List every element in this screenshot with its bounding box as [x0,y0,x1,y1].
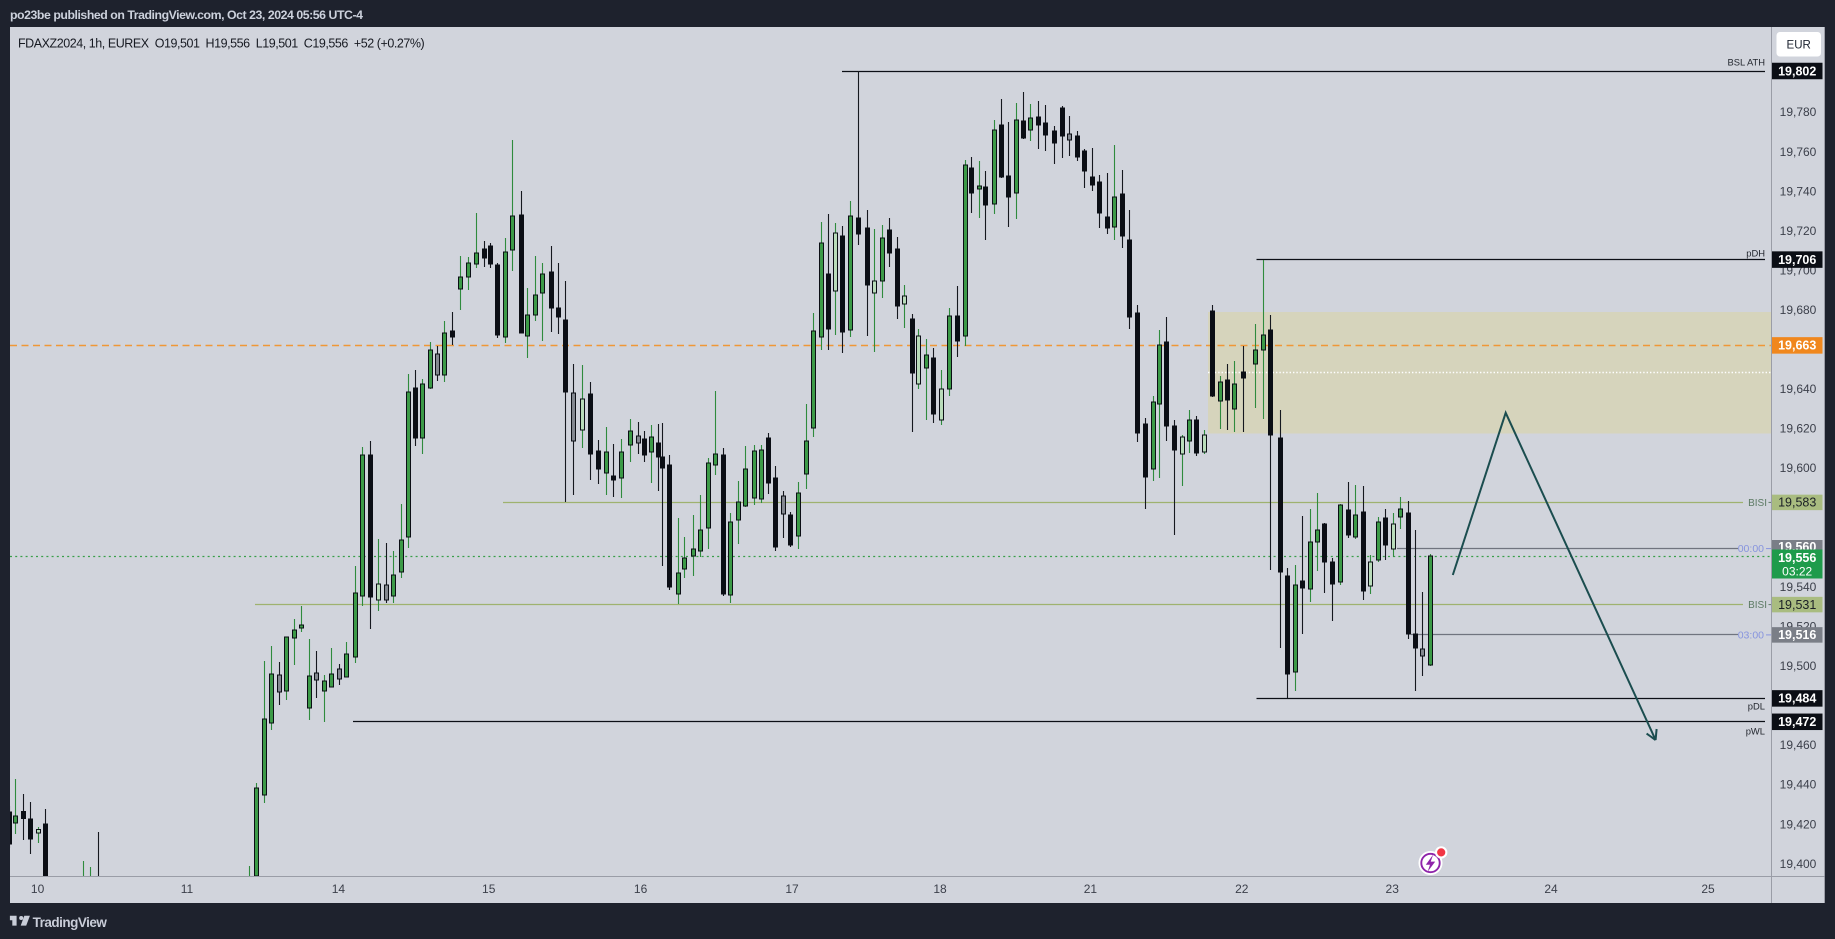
svg-text:21: 21 [1084,882,1098,896]
svg-text:19,640: 19,640 [1780,382,1817,396]
svg-text:pWL: pWL [1746,726,1765,737]
svg-text:19,420: 19,420 [1780,817,1817,831]
svg-text:19,802: 19,802 [1778,64,1816,78]
svg-text:11: 11 [181,882,194,896]
svg-text:19,472: 19,472 [1778,715,1816,729]
svg-text:19,583: 19,583 [1778,496,1816,510]
svg-text:BSL ATH: BSL ATH [1727,57,1765,68]
svg-text:FDAXZ2024, 1h, EUREX O19,501: FDAXZ2024, 1h, EUREX O19,501 H19,556 L19… [18,37,425,51]
svg-text:19,531: 19,531 [1778,598,1816,612]
svg-text:03:22: 03:22 [1782,565,1812,579]
svg-text:pDH: pDH [1746,248,1765,259]
svg-text:17: 17 [785,882,799,896]
svg-text:EUR: EUR [1787,40,1811,52]
svg-text:18: 18 [933,882,947,896]
svg-text:25: 25 [1701,882,1715,896]
svg-text:22: 22 [1235,882,1249,896]
svg-text:19,516: 19,516 [1778,628,1816,642]
svg-text:19,440: 19,440 [1780,778,1817,792]
svg-text:16: 16 [634,882,648,896]
svg-text:10: 10 [31,882,45,896]
svg-text:19,680: 19,680 [1780,303,1817,317]
svg-text:14: 14 [332,882,346,896]
svg-text:BISI: BISI [1748,600,1767,611]
svg-text:pDL: pDL [1748,701,1765,712]
svg-text:19,540: 19,540 [1780,580,1817,594]
svg-text:19,760: 19,760 [1780,145,1817,159]
svg-text:19,780: 19,780 [1780,105,1817,119]
svg-text:19,600: 19,600 [1780,461,1817,475]
svg-text:19,663: 19,663 [1778,339,1816,353]
svg-text:23: 23 [1386,882,1400,896]
svg-text:BISI: BISI [1748,498,1767,509]
svg-text:19,556: 19,556 [1778,551,1816,565]
svg-text:19,720: 19,720 [1780,224,1817,238]
svg-text:19,706: 19,706 [1778,253,1816,267]
svg-text:19,460: 19,460 [1780,738,1817,752]
svg-text:19,740: 19,740 [1780,184,1817,198]
svg-text:24: 24 [1544,882,1558,896]
svg-text:15: 15 [482,882,496,896]
svg-text:19,620: 19,620 [1780,422,1817,436]
svg-text:po23be published on TradingVie: po23be published on TradingView.com, Oct… [10,8,363,22]
svg-text:19,400: 19,400 [1780,857,1817,871]
svg-text:19,484: 19,484 [1778,692,1816,706]
svg-text:TradingView: TradingView [33,915,108,930]
svg-text:03:00: 03:00 [1738,629,1764,641]
svg-text:19,500: 19,500 [1780,659,1817,673]
svg-text:00:00: 00:00 [1738,543,1764,555]
